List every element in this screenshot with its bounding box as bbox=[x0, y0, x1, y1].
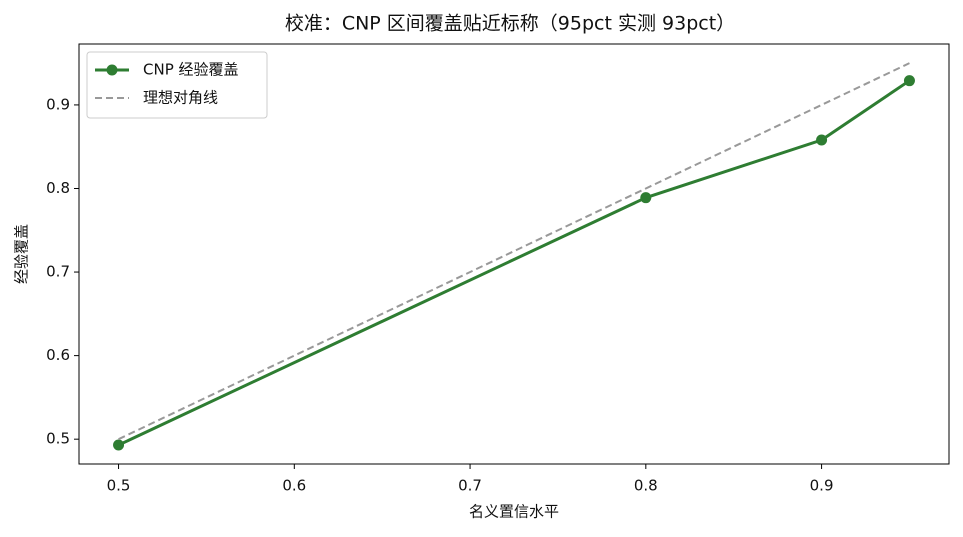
legend-box bbox=[86, 51, 268, 119]
chart-title: 校准：CNP 区间覆盖贴近标称（95pct 实测 93pct） bbox=[285, 13, 735, 35]
point bbox=[816, 134, 828, 146]
point bbox=[113, 439, 125, 451]
y-tick-label: 0.5 bbox=[46, 430, 70, 448]
legend-label: 理想对角线 bbox=[143, 89, 218, 107]
legend-marker bbox=[106, 64, 118, 76]
x-tick-label: 0.6 bbox=[282, 477, 306, 495]
y-tick-label: 0.9 bbox=[46, 95, 70, 113]
y-tick-label: 0.6 bbox=[46, 346, 70, 364]
y-tick-label: 0.8 bbox=[46, 179, 70, 197]
y-axis-label: 经验覆盖 bbox=[13, 224, 31, 284]
plot-area bbox=[78, 43, 950, 465]
series-line bbox=[117, 79, 911, 447]
x-tick-label: 0.9 bbox=[810, 477, 834, 495]
x-tick-label: 0.5 bbox=[107, 477, 131, 495]
series-line bbox=[118, 62, 910, 441]
legend-label: CNP 经验覆盖 bbox=[143, 61, 239, 79]
point bbox=[640, 192, 652, 204]
y-tick-label: 0.7 bbox=[46, 263, 70, 281]
point bbox=[903, 75, 915, 87]
x-axis-label: 名义置信水平 bbox=[469, 503, 559, 521]
x-tick-label: 0.8 bbox=[634, 477, 658, 495]
x-tick-label: 0.7 bbox=[458, 477, 482, 495]
